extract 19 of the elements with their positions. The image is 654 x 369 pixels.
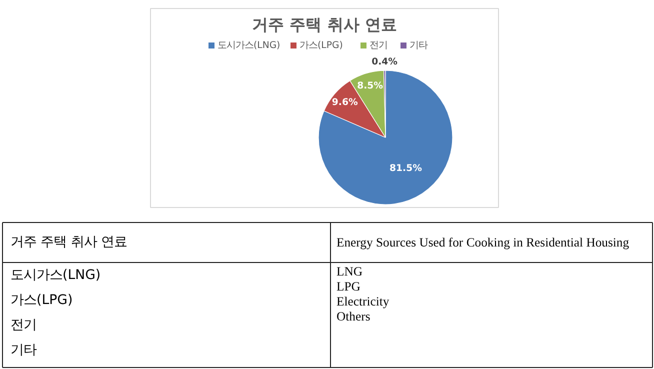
- legend-label: 전기: [370, 40, 388, 51]
- text: 전기: [10, 318, 36, 333]
- text: LNG: [336, 264, 363, 278]
- text: Energy Sources Used for Cooking in Residential Housing: [336, 236, 630, 250]
- data-label: 81.5%: [390, 162, 423, 174]
- text: 도시가스(LNG): [10, 268, 101, 283]
- text: LPG: [336, 280, 360, 294]
- text: 거주 주택 취사 연료: [10, 235, 128, 250]
- text: Electricity: [336, 294, 390, 308]
- legend-label: 기타: [410, 40, 428, 51]
- text: 가스(LPG): [10, 293, 73, 308]
- text: 기타: [10, 343, 36, 358]
- chart-title: 거주 주택 취사 연료: [252, 15, 397, 34]
- data-label: 0.4%: [372, 56, 398, 68]
- legend-label: 가스(LPG): [300, 40, 343, 51]
- legend-label: 도시가스(LNG): [218, 40, 280, 51]
- data-label: 8.5%: [357, 80, 384, 92]
- data-label: 9.6%: [332, 97, 358, 108]
- text: Others: [336, 310, 370, 324]
